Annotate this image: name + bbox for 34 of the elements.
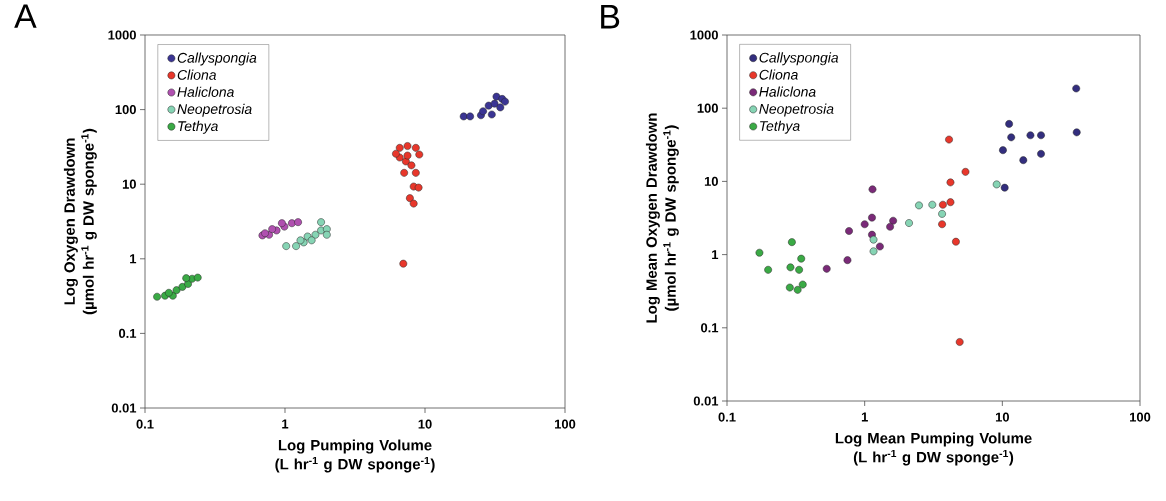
x-tick-label: 100 (1130, 412, 1151, 422)
legend-label: Callyspongia (177, 52, 257, 66)
y-tick-label: 0.01 (693, 396, 719, 406)
legend-label: Cliona (759, 69, 798, 80)
y-tick-label: 1 (712, 250, 719, 260)
y-tick-label: 10 (704, 176, 718, 186)
x-tick-label: 10 (995, 412, 1010, 422)
legend-label: Cliona (177, 69, 217, 80)
x-tick-label: 1 (282, 419, 289, 429)
y-tick-label: 10 (122, 179, 136, 189)
x-tick-label: 10 (418, 419, 432, 429)
legend-label: Neopetrosia (177, 103, 252, 117)
y-tick-label: 1 (130, 254, 137, 264)
legend-label: Callyspongia (759, 52, 839, 66)
y-tick-label: 100 (115, 105, 136, 115)
x-axis-title: Log Pumping Volume (L hr$^{-1}$ g DW sponge$^{-1}$) (275, 439, 435, 473)
y-tick-label: 0.01 (111, 403, 137, 413)
x-tick-label: 0.1 (718, 412, 736, 422)
legend-label: Neopetrosia (759, 103, 834, 117)
legend-label: Haliclona (177, 86, 234, 97)
chart-title: B (601, 5, 620, 29)
chart-title: A (14, 4, 37, 28)
x-axis-title: Log Mean Pumping Volume (L hr$^{-1}$ g DW sponge$^{-1}$) (835, 432, 1032, 466)
y-tick-label: 1000 (690, 30, 718, 40)
y-tick-label: 0.1 (701, 323, 719, 333)
x-tick-label: 1 (861, 412, 868, 422)
legend-label: Haliclona (759, 86, 816, 97)
y-tick-label: 100 (697, 103, 718, 113)
legend-label: Tethya (178, 120, 218, 134)
x-tick-label: 0.1 (136, 419, 154, 429)
y-tick-label: 1000 (108, 30, 136, 40)
legend-label: Tethya (760, 120, 800, 134)
x-tick-label: 100 (555, 419, 576, 429)
y-tick-label: 0.1 (118, 328, 137, 338)
